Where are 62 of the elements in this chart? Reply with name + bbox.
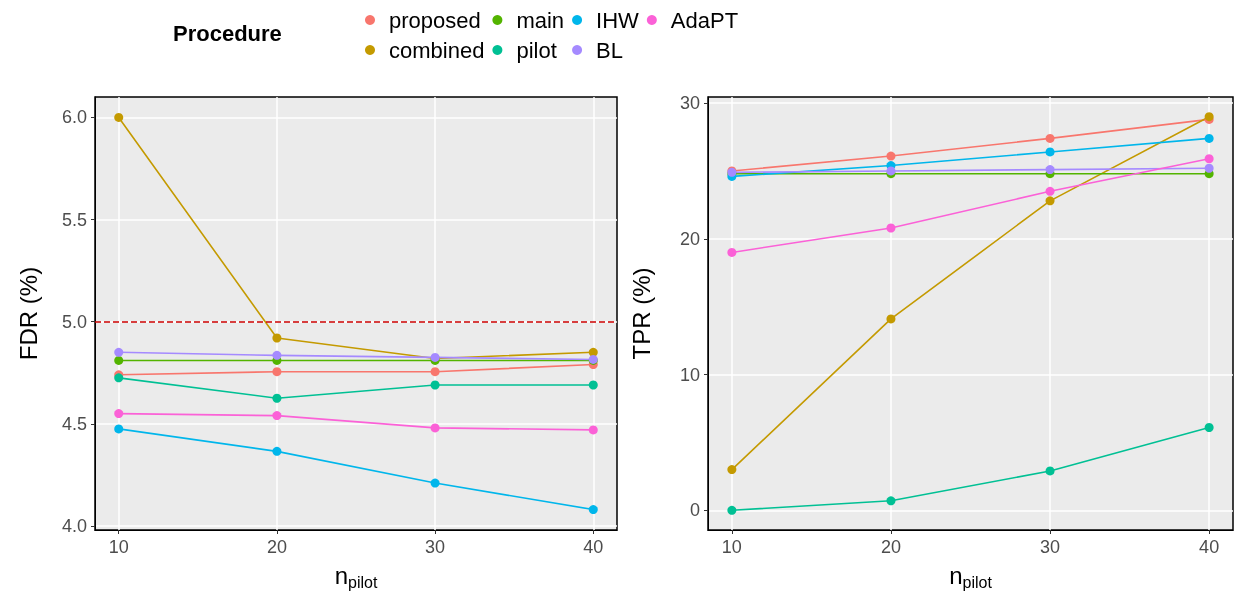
point <box>430 478 440 488</box>
y-axis-title: TPR (%) <box>627 267 655 360</box>
point <box>272 333 282 343</box>
point <box>430 380 440 390</box>
x-tick-label: 30 <box>425 537 446 557</box>
point <box>1045 165 1055 175</box>
y-axis-title: FDR (%) <box>14 266 42 361</box>
y-tick-label: 6.0 <box>61 107 87 128</box>
y-tick-label: 4.0 <box>61 515 87 536</box>
point <box>114 112 124 122</box>
x-tick-label: 10 <box>108 537 129 557</box>
point <box>886 151 896 161</box>
y-tick-label: 10 <box>679 364 700 385</box>
point <box>272 350 282 360</box>
point <box>727 247 737 257</box>
x-tick-label: 10 <box>721 537 742 557</box>
point <box>1204 154 1214 164</box>
point <box>588 380 598 390</box>
point <box>1045 196 1055 206</box>
point <box>114 347 124 357</box>
point <box>1045 186 1055 196</box>
y-tick-label: 4.5 <box>61 413 87 434</box>
legend-label: IHW <box>596 7 640 33</box>
x-tick-label: 20 <box>266 537 287 557</box>
point <box>727 465 737 475</box>
point <box>886 496 896 506</box>
point <box>1045 466 1055 476</box>
legend-label: BL <box>596 37 623 63</box>
x-tick-label: 30 <box>1040 537 1061 557</box>
legend-label: AdaPT <box>670 7 739 33</box>
x-tick-label: 40 <box>583 537 604 557</box>
point <box>588 505 598 515</box>
point <box>272 446 282 456</box>
point <box>272 393 282 403</box>
x-tick-label: 20 <box>880 537 901 557</box>
y-tick-label: 30 <box>679 93 700 114</box>
x-tick-label: 40 <box>1199 537 1220 557</box>
point <box>114 355 124 365</box>
point <box>114 409 124 419</box>
legend-label: combined <box>389 37 485 63</box>
legend-label: main <box>516 7 565 33</box>
point <box>114 424 124 434</box>
y-tick-label: 0 <box>689 500 700 521</box>
legend-label: proposed <box>389 7 481 33</box>
point <box>430 423 440 433</box>
legend-title: Procedure <box>173 20 282 46</box>
point <box>1204 133 1214 143</box>
y-tick-label: 20 <box>679 228 700 249</box>
legend-label: pilot <box>516 37 557 63</box>
point <box>886 314 896 324</box>
point <box>727 505 737 515</box>
point <box>272 367 282 377</box>
point <box>1045 147 1055 157</box>
point <box>1204 163 1214 173</box>
point <box>588 425 598 435</box>
point <box>272 411 282 421</box>
point <box>886 223 896 233</box>
y-tick-label: 5.0 <box>61 311 87 332</box>
point <box>1204 423 1214 433</box>
point <box>430 367 440 377</box>
y-tick-label: 5.5 <box>61 209 87 230</box>
point <box>1045 133 1055 143</box>
